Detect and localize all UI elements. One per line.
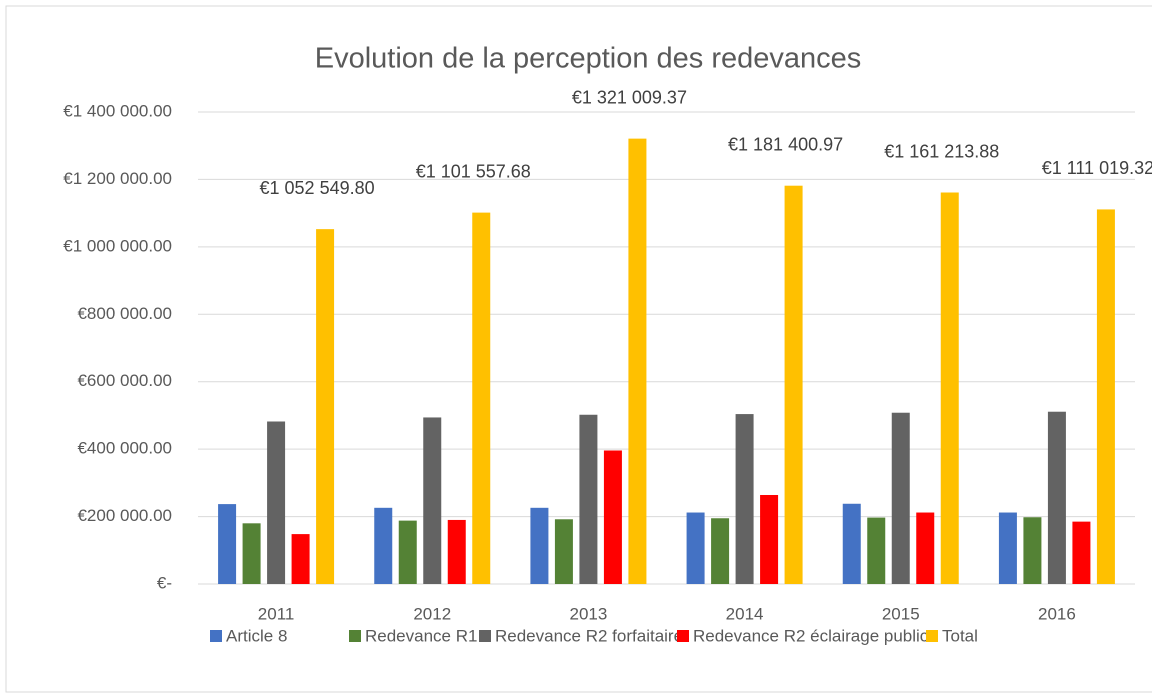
- y-tick-label: €1 000 000.00: [63, 236, 172, 255]
- bar: [398, 520, 417, 584]
- data-label: €1 052 549.80: [260, 178, 375, 198]
- legend-swatch: [349, 630, 361, 642]
- bar: [374, 507, 393, 584]
- bar: [242, 523, 261, 584]
- y-tick-label: €600 000.00: [77, 371, 172, 390]
- legend-swatch: [210, 630, 222, 642]
- bar: [686, 512, 705, 584]
- legend-label: Redevance R2 éclairage public: [693, 626, 929, 645]
- bar: [554, 519, 573, 584]
- y-tick-label: €-: [157, 573, 172, 592]
- y-tick-label: €1 400 000.00: [63, 101, 172, 120]
- bar: [1096, 209, 1115, 584]
- x-tick-label: 2012: [413, 604, 451, 623]
- bar: [867, 517, 886, 584]
- bar: [842, 503, 861, 584]
- data-label: €1 181 400.97: [728, 134, 843, 154]
- legend-swatch: [677, 630, 689, 642]
- bar: [940, 192, 959, 584]
- bar: [291, 534, 310, 584]
- bar: [1072, 521, 1091, 584]
- bar: [1047, 411, 1066, 584]
- legend-label: Total: [942, 626, 978, 645]
- bar: [267, 421, 286, 584]
- legend-label: Article 8: [226, 626, 287, 645]
- chart-title: Evolution de la perception des redevance…: [315, 43, 862, 75]
- x-tick-label: 2015: [882, 604, 920, 623]
- bar: [735, 414, 754, 584]
- legend-swatch: [926, 630, 938, 642]
- data-label: €1 321 009.37: [572, 87, 687, 107]
- legend-label: Redevance R1: [365, 626, 477, 645]
- chart-border: [5, 5, 1152, 693]
- bar: [447, 519, 466, 584]
- y-tick-label: €400 000.00: [77, 439, 172, 458]
- y-tick-label: €1 200 000.00: [63, 169, 172, 188]
- data-label: €1 101 557.68: [416, 161, 531, 181]
- x-tick-label: 2016: [1038, 604, 1076, 623]
- bar: [760, 494, 779, 584]
- bar: [603, 450, 622, 584]
- bar: [472, 212, 491, 585]
- bar: [711, 518, 730, 584]
- bar: [218, 504, 237, 584]
- bar: [998, 512, 1017, 584]
- bar: [784, 185, 803, 584]
- x-tick-label: 2011: [258, 604, 295, 623]
- bar: [579, 414, 598, 584]
- bar: [530, 507, 549, 584]
- data-label: €1 111 019.32: [1042, 158, 1152, 178]
- bar: [316, 229, 335, 584]
- data-label: €1 161 213.88: [884, 141, 999, 161]
- bar: [628, 138, 647, 584]
- bar: [1023, 517, 1042, 584]
- legend-label: Redevance R2 forfaitaire: [495, 626, 683, 645]
- y-tick-label: €200 000.00: [77, 506, 172, 525]
- x-tick-label: 2014: [726, 604, 764, 623]
- bar: [891, 412, 910, 584]
- legend-swatch: [479, 630, 491, 642]
- y-tick-label: €800 000.00: [77, 304, 172, 323]
- x-tick-label: 2013: [570, 604, 608, 623]
- bar: [916, 512, 935, 584]
- bar: [423, 417, 442, 584]
